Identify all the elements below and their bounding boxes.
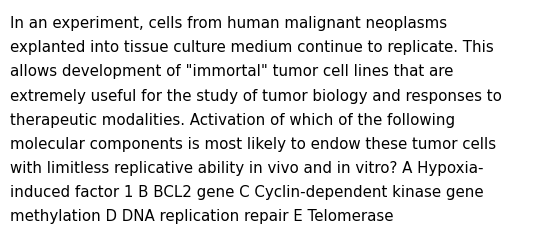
Text: In an experiment, cells from human malignant neoplasms: In an experiment, cells from human malig… (10, 16, 447, 31)
Text: therapeutic modalities. Activation of which of the following: therapeutic modalities. Activation of wh… (10, 112, 455, 127)
Text: with limitless replicative ability in vivo and in vitro? A Hypoxia-: with limitless replicative ability in vi… (10, 160, 484, 175)
Text: methylation D DNA replication repair E Telomerase: methylation D DNA replication repair E T… (10, 208, 393, 223)
Text: allows development of "immortal" tumor cell lines that are: allows development of "immortal" tumor c… (10, 64, 454, 79)
Text: molecular components is most likely to endow these tumor cells: molecular components is most likely to e… (10, 136, 496, 151)
Text: explanted into tissue culture medium continue to replicate. This: explanted into tissue culture medium con… (10, 40, 494, 55)
Text: induced factor 1 B BCL2 gene C Cyclin-dependent kinase gene: induced factor 1 B BCL2 gene C Cyclin-de… (10, 184, 484, 199)
Text: extremely useful for the study of tumor biology and responses to: extremely useful for the study of tumor … (10, 88, 502, 103)
